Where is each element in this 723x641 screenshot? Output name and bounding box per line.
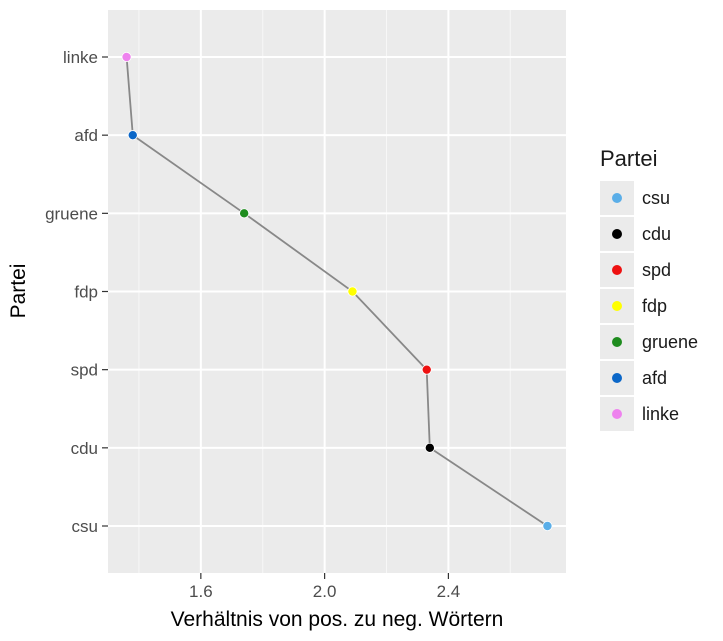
legend-items: csu cdu spd fdp gruene afd linke bbox=[600, 180, 698, 432]
point-csu bbox=[542, 521, 553, 532]
point-cdu bbox=[424, 442, 435, 453]
point-afd bbox=[127, 130, 138, 141]
legend-label: csu bbox=[642, 187, 671, 208]
x-tick-label: 2.4 bbox=[437, 582, 461, 601]
y-axis-label: Partei bbox=[7, 264, 30, 319]
point-linke bbox=[121, 52, 132, 63]
legend-item-cdu: cdu bbox=[600, 216, 698, 252]
y-tick-label: fdp bbox=[74, 283, 98, 302]
legend-label: gruene bbox=[642, 331, 699, 352]
legend-item-afd: afd bbox=[600, 360, 698, 396]
legend: Partei csu cdu spd fdp gruene afd linke bbox=[600, 146, 698, 432]
legend-dot-icon bbox=[612, 229, 622, 239]
legend-key bbox=[600, 217, 634, 251]
x-tick-label: 2.0 bbox=[313, 582, 337, 601]
point-fdp bbox=[347, 286, 358, 297]
legend-item-spd: spd bbox=[600, 252, 698, 288]
x-tick-label: 1.6 bbox=[189, 582, 213, 601]
y-tick-label: spd bbox=[71, 361, 98, 380]
legend-label: spd bbox=[642, 259, 672, 280]
legend-title: Partei bbox=[600, 146, 658, 171]
y-tick-label: afd bbox=[74, 126, 98, 145]
legend-label: cdu bbox=[642, 223, 672, 244]
y-tick-label: csu bbox=[72, 517, 98, 536]
legend-dot-icon bbox=[612, 337, 622, 347]
legend-key bbox=[600, 397, 634, 431]
y-tick-label: gruene bbox=[45, 204, 98, 223]
legend-dot-icon bbox=[612, 373, 622, 383]
legend-item-linke: linke bbox=[600, 396, 698, 432]
legend-label: fdp bbox=[642, 295, 668, 316]
legend-label: linke bbox=[642, 403, 680, 424]
legend-dot-icon bbox=[612, 265, 622, 275]
y-axis-ticks: csu cdu spd fdp gruene afd linke bbox=[45, 48, 108, 536]
legend-key bbox=[600, 289, 634, 323]
legend-item-fdp: fdp bbox=[600, 288, 698, 324]
x-axis-label: Verhältnis von pos. zu neg. Wörtern bbox=[171, 608, 504, 631]
legend-key bbox=[600, 361, 634, 395]
legend-key bbox=[600, 181, 634, 215]
legend-key bbox=[600, 325, 634, 359]
legend-dot-icon bbox=[612, 193, 622, 203]
y-tick-label: cdu bbox=[71, 439, 98, 458]
legend-dot-icon bbox=[612, 301, 622, 311]
point-gruene bbox=[239, 208, 250, 219]
legend-label: afd bbox=[642, 367, 668, 388]
data-points bbox=[121, 52, 553, 532]
y-tick-label: linke bbox=[63, 48, 98, 67]
legend-dot-icon bbox=[612, 409, 622, 419]
legend-item-csu: csu bbox=[600, 180, 698, 216]
point-spd bbox=[421, 364, 432, 375]
grid-major bbox=[108, 10, 566, 573]
legend-key bbox=[600, 253, 634, 287]
legend-item-gruene: gruene bbox=[600, 324, 698, 360]
x-axis-ticks: 1.6 2.0 2.4 bbox=[189, 573, 460, 601]
